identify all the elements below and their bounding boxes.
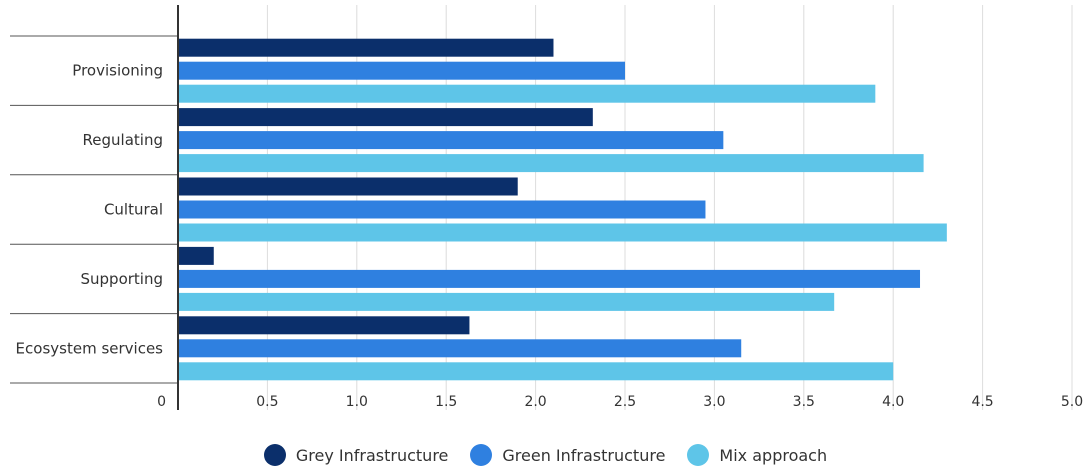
legend-swatch-grey bbox=[263, 444, 286, 466]
bar bbox=[178, 362, 894, 381]
x-tick-label: 4.5 bbox=[971, 394, 993, 410]
x-tick-label: 5.0 bbox=[1061, 394, 1083, 410]
x-tick-label: 1.0 bbox=[346, 394, 368, 410]
category-label: Supporting bbox=[81, 270, 164, 288]
legend: Grey Infrastructure Green Infrastructure… bbox=[0, 444, 1091, 466]
bar bbox=[178, 38, 554, 57]
category-label: Ecosystem services bbox=[16, 339, 164, 357]
bar bbox=[178, 339, 742, 358]
x-tick-label: 2.0 bbox=[524, 394, 546, 410]
bar bbox=[178, 154, 924, 173]
bar bbox=[178, 177, 518, 196]
legend-label-green: Green Infrastructure bbox=[502, 445, 666, 465]
x-tick-label: 1.5 bbox=[435, 394, 457, 410]
legend-label-grey: Grey Infrastructure bbox=[295, 445, 449, 465]
category-label: Cultural bbox=[104, 201, 163, 219]
category-label: Regulating bbox=[83, 131, 163, 149]
legend-swatch-green bbox=[470, 444, 493, 466]
category-label: Provisioning bbox=[72, 62, 163, 80]
x-tick-label: 4.0 bbox=[882, 394, 904, 410]
bar bbox=[178, 84, 876, 103]
legend-item-grey[interactable]: Grey Infrastructure bbox=[263, 444, 449, 466]
bar bbox=[178, 269, 921, 288]
bar bbox=[178, 223, 947, 242]
x-tick-label: 0 bbox=[157, 394, 166, 410]
bar bbox=[178, 292, 835, 311]
x-tick-label: 3.0 bbox=[703, 394, 725, 410]
bar bbox=[178, 108, 593, 127]
bar bbox=[178, 61, 625, 80]
x-tick-label: 2.5 bbox=[614, 394, 636, 410]
bar bbox=[178, 131, 724, 150]
legend-label-mix: Mix approach bbox=[719, 445, 828, 465]
bar bbox=[178, 316, 470, 335]
bar bbox=[178, 200, 706, 219]
bar bbox=[178, 246, 214, 265]
x-tick-label: 3.5 bbox=[793, 394, 815, 410]
x-tick-label: 0.5 bbox=[256, 394, 278, 410]
legend-item-green[interactable]: Green Infrastructure bbox=[470, 444, 665, 466]
bar-chart: 0 0.5 1.0 1.5 2.0 2.5 3.0 3.5 4.0 4.5 5.0 Provision… bbox=[10, 5, 1083, 410]
legend-swatch-mix bbox=[687, 444, 710, 466]
legend-item-mix[interactable]: Mix approach bbox=[687, 444, 827, 466]
